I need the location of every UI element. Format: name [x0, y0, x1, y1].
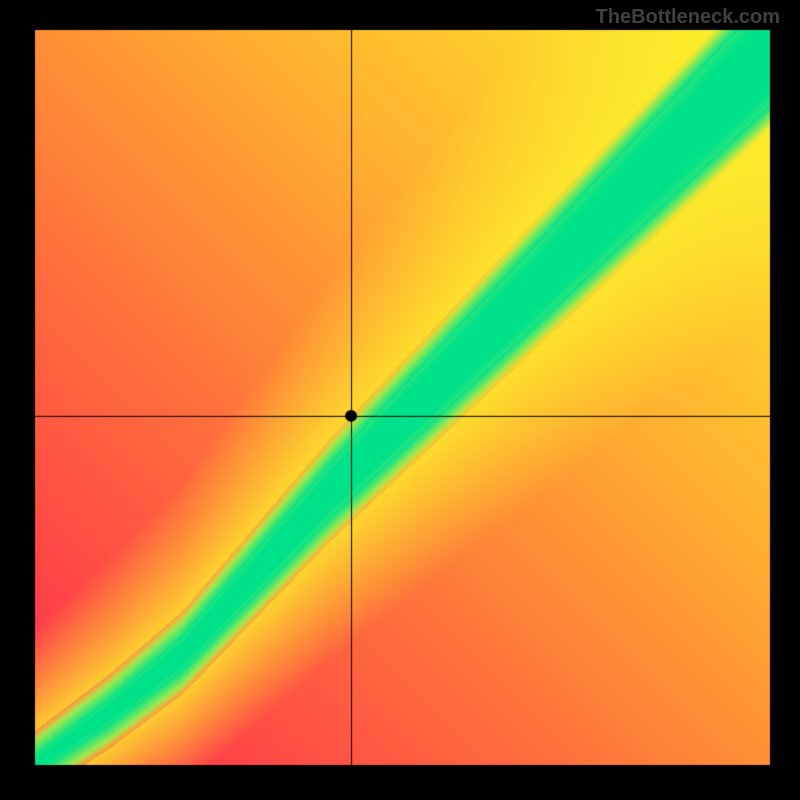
bottleneck-heatmap-canvas	[0, 0, 800, 800]
watermark-text: TheBottleneck.com	[596, 6, 780, 29]
